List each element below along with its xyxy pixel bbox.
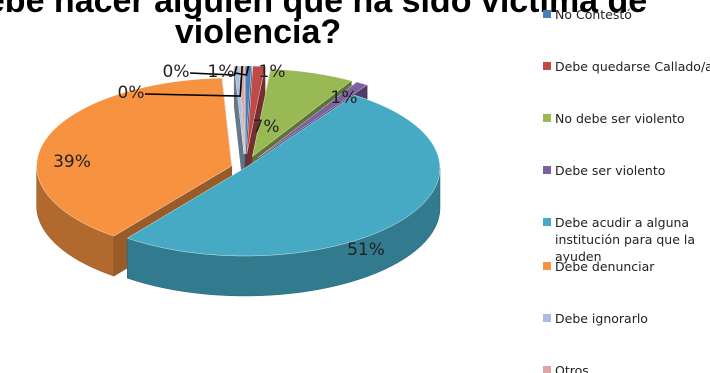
legend-label: No debe ser violento <box>555 111 685 126</box>
leader-line <box>189 65 238 76</box>
pie-slice-no-debe-ser-violento <box>252 68 352 158</box>
legend-swatch <box>543 262 551 270</box>
legend-item: No Contestó <box>543 7 632 22</box>
pie-data-labels: 1% 1% 7% 1% 51% 39% 0% 0% <box>53 62 385 260</box>
pie-data-label: 0% <box>118 83 145 103</box>
legend-label: Debe acudir a alguna <box>555 215 689 230</box>
pie-data-label: 39% <box>53 152 91 172</box>
legend-swatch <box>543 218 551 226</box>
legend-swatch <box>543 62 551 70</box>
legend-label: ayuden <box>555 249 602 264</box>
legend-swatch <box>543 114 551 122</box>
pie-data-label: 7% <box>253 117 280 137</box>
pie-data-label: 51% <box>347 240 385 260</box>
leader-line <box>234 65 250 76</box>
chart-title: ¿Qué debe hacer alguien que ha sido víct… <box>0 0 647 51</box>
pie-slice-debe-quedarse-callado-a <box>246 65 266 155</box>
legend-label: institución para que la <box>555 232 695 247</box>
legend-swatch <box>543 10 551 18</box>
legend-swatch <box>543 366 551 373</box>
pie-slice-debe-ignorarlo <box>233 65 245 155</box>
pie-data-label: 0% <box>163 62 190 82</box>
pie-slice-debe-ser-violento <box>257 81 368 159</box>
legend-item: Debe ignorarlo <box>543 311 648 326</box>
legend-item: No debe ser violento <box>543 111 685 126</box>
chart-title-line-2: violencia? <box>175 13 341 51</box>
pie-tops <box>36 65 441 257</box>
chart-legend: No Contestó Debe quedarse Callado/a No deb… <box>543 7 710 373</box>
legend-label: Debe ser violento <box>555 163 665 178</box>
pie-data-label: 1% <box>208 62 235 82</box>
pie-leader-lines <box>144 65 250 97</box>
pie-data-label: 1% <box>259 62 286 82</box>
pie-slice-debe-denunciar <box>36 77 232 237</box>
legend-label: Debe quedarse Callado/a <box>555 59 710 74</box>
legend-item: Otros <box>543 363 589 373</box>
legend-label: Otros <box>555 363 589 373</box>
pie-data-label: 1% <box>331 88 358 108</box>
legend-item: Debe quedarse Callado/a <box>543 59 710 74</box>
legend-item: Debe acudir a alguna institución para que… <box>543 215 695 264</box>
leader-line <box>144 65 244 97</box>
pie-slice-debe-acudir-a-alguna-instituci-n-para-que-la-ayuden <box>126 94 441 257</box>
legend-label: Debe denunciar <box>555 259 655 274</box>
legend-swatch <box>543 314 551 322</box>
legend-item: Debe denunciar <box>543 259 655 274</box>
chart-title-line-1: ¿Qué debe hacer alguien que ha sido víct… <box>0 0 647 20</box>
legend-item: Debe ser violento <box>543 163 665 178</box>
legend-label: Debe ignorarlo <box>555 311 648 326</box>
pie-slice-no-contest <box>245 65 252 155</box>
legend-swatch <box>543 166 551 174</box>
legend-label: No Contestó <box>555 7 632 22</box>
